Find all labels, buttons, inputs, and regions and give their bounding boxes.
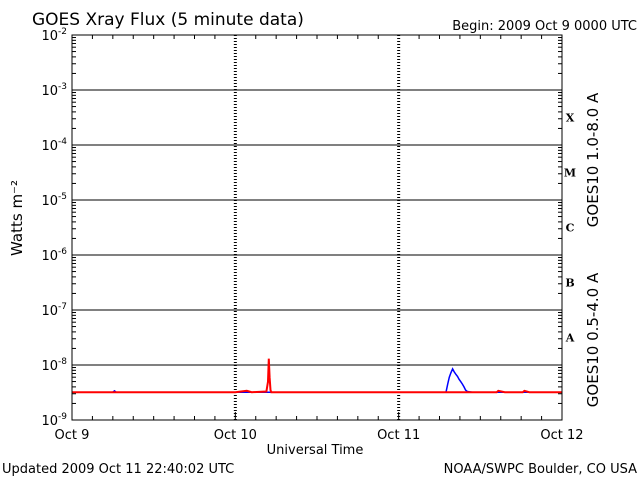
y-tick-label: 10-3 (41, 82, 67, 99)
legend-short-channel: GOES10 0.5-4.0 A (584, 272, 602, 407)
flare-class-b: B (565, 277, 574, 290)
flare-class-c: C (566, 222, 575, 235)
chart-title: GOES Xray Flux (5 minute data) (32, 10, 304, 30)
y-tick-label: 10-8 (41, 357, 67, 374)
series-line-long-channel (72, 358, 562, 394)
plot-frame (71, 34, 563, 421)
axis-layer: 10-9 10-8 10-7 10-6 10-5 10-4 10-3 10-2 Oct 9 Oct… (41, 27, 583, 443)
y-tick-label: 10-4 (41, 137, 67, 154)
y-tick-label: 10-7 (41, 302, 67, 319)
x-tick-label: Oct 9 (55, 428, 90, 443)
legend-long-channel: GOES10 1.0-8.0 A (584, 92, 602, 227)
y-tick-label: 10-9 (41, 412, 67, 429)
flare-class-a: A (565, 332, 575, 345)
updated-timestamp: Updated 2009 Oct 11 22:40:02 UTC (2, 462, 234, 477)
x-tick-label: Oct 11 (377, 428, 420, 443)
begin-time-label: Begin: 2009 Oct 9 0000 UTC (452, 19, 637, 34)
series-line-short-channel (72, 367, 562, 393)
x-axis-title: Universal Time (267, 443, 364, 458)
y-axis-title: Watts m⁻² (8, 180, 26, 256)
grid-layer (72, 35, 562, 420)
credit-label: NOAA/SWPC Boulder, CO USA (444, 462, 637, 477)
y-tick-label: 10-5 (41, 192, 67, 209)
series-layer (72, 358, 562, 394)
y-tick-label: 10-6 (41, 247, 67, 264)
x-tick-label: Oct 10 (214, 428, 257, 443)
y-tick-label: 10-2 (41, 27, 67, 44)
flare-class-m: M (564, 167, 576, 180)
x-tick-label: Oct 12 (540, 428, 583, 443)
flare-class-x: X (566, 112, 575, 125)
